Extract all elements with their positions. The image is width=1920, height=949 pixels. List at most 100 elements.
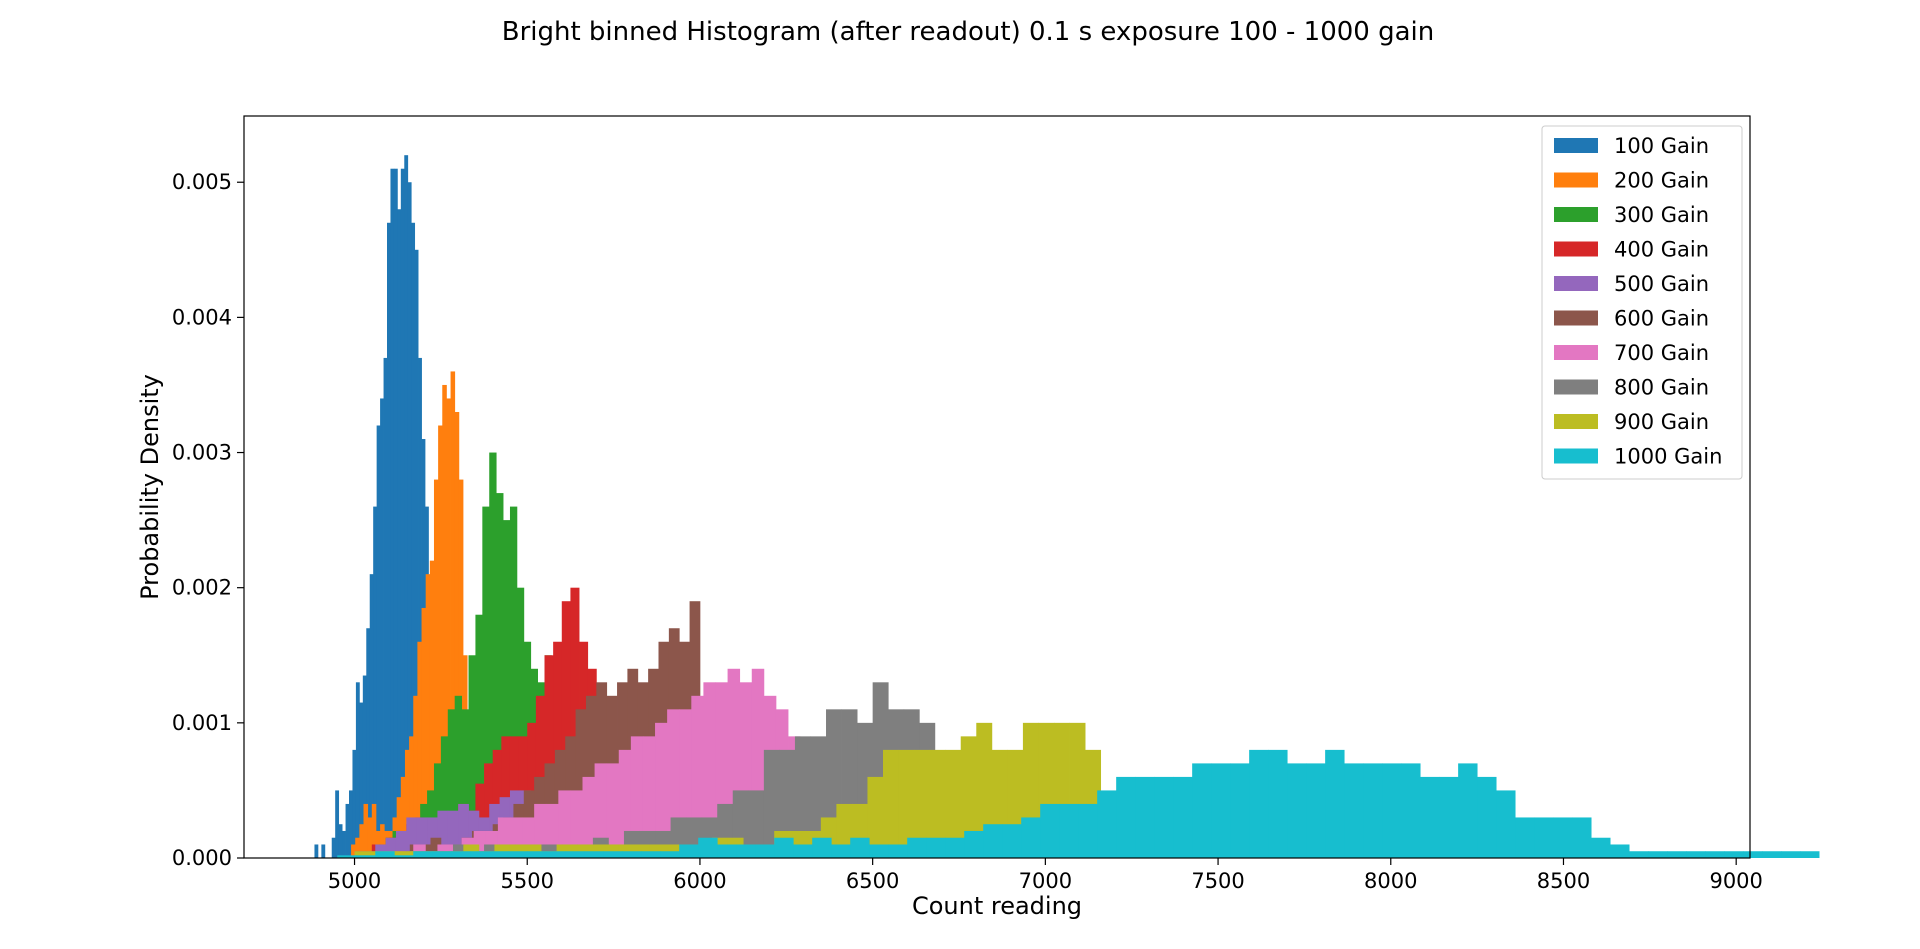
histogram-bar	[406, 817, 418, 858]
histogram-bar	[582, 776, 595, 858]
histogram-bar	[458, 479, 464, 858]
histogram-bar	[1477, 776, 1497, 858]
histogram-bar	[484, 763, 494, 858]
histogram-bar	[482, 506, 490, 858]
histogram-bars	[314, 155, 1820, 859]
histogram-bar	[1420, 776, 1440, 858]
histogram-bar	[440, 736, 449, 858]
x-tick-label: 9000	[1709, 869, 1762, 893]
histogram-bar	[736, 844, 756, 858]
histogram-bar	[1287, 763, 1307, 858]
legend-swatch	[1554, 138, 1598, 153]
histogram-bar	[1458, 763, 1478, 858]
histogram-bar	[1192, 763, 1212, 858]
histogram-bar	[400, 776, 406, 858]
histogram-bar	[418, 357, 422, 858]
histogram-bar	[1116, 776, 1136, 858]
histogram-bar	[1021, 817, 1041, 858]
y-tick-label: 0.004	[172, 305, 232, 329]
histogram-bar	[373, 506, 378, 858]
x-tick-label: 6000	[673, 869, 726, 893]
histogram-bar	[366, 628, 371, 858]
histogram-bar	[1135, 776, 1155, 858]
histogram-bar	[1591, 837, 1611, 858]
histogram-bar	[535, 695, 545, 858]
histogram-bar	[1534, 817, 1554, 858]
x-tick-label: 5500	[501, 869, 554, 893]
histogram-bar	[898, 749, 915, 858]
histogram-bar	[387, 222, 391, 858]
histogram-bar	[458, 803, 469, 858]
histogram-bar	[321, 844, 326, 858]
histogram-bar	[1439, 776, 1459, 858]
histogram-bar	[907, 837, 927, 858]
histogram-bar	[584, 851, 604, 858]
legend: 100 Gain 200 Gain 300 Gain 400 Gain 500 Gain…	[1541, 125, 1743, 480]
histogram-bar	[413, 851, 433, 858]
histogram-bar	[503, 520, 511, 858]
histogram-bar	[1154, 776, 1174, 858]
histogram-bar	[1363, 763, 1383, 858]
histogram-bar	[1610, 844, 1630, 858]
legend-swatch	[1554, 379, 1598, 395]
histogram-bar	[362, 675, 367, 858]
histogram-bar	[390, 168, 395, 858]
histogram-bar	[1515, 817, 1535, 858]
legend-swatch	[1554, 310, 1598, 326]
legend-label: 900 Gain	[1614, 410, 1709, 434]
histogram-bar	[1743, 851, 1763, 858]
histogram-bar	[603, 851, 623, 858]
histogram-bar	[421, 607, 427, 858]
legend-label: 500 Gain	[1614, 272, 1709, 296]
histogram-bar	[983, 824, 1003, 858]
histogram-bar	[351, 844, 356, 858]
histogram-bar	[642, 736, 656, 858]
histogram-bar	[1268, 749, 1288, 858]
histogram-bar	[1040, 803, 1060, 858]
histogram-bar	[703, 682, 716, 858]
histogram-bar	[416, 817, 428, 858]
series-10	[337, 749, 1820, 858]
histogram-bar	[508, 851, 528, 858]
histogram-bar	[558, 790, 571, 858]
histogram-bar	[1496, 790, 1516, 858]
histogram-bar	[359, 702, 364, 858]
histogram-bar	[641, 851, 661, 858]
histogram-bar	[432, 851, 452, 858]
histogram-bar	[1724, 851, 1744, 858]
histogram-bar	[929, 749, 946, 858]
histogram-bar	[575, 709, 587, 858]
histogram-bar	[335, 790, 340, 858]
histogram-bar	[660, 851, 680, 858]
legend-label: 400 Gain	[1614, 238, 1709, 262]
y-tick-label: 0.000	[172, 846, 232, 870]
histogram-bar	[394, 855, 414, 858]
legend-label: 700 Gain	[1614, 341, 1709, 365]
x-tick-label: 8000	[1364, 869, 1417, 893]
histogram-bar	[367, 817, 373, 858]
histogram-bar	[352, 749, 357, 858]
histogram-bar	[945, 837, 965, 858]
histogram-bar	[561, 601, 571, 858]
histogram-bar	[345, 803, 350, 858]
histogram-bar	[1230, 763, 1250, 858]
histogram-bar	[1686, 851, 1706, 858]
legend-label: 100 Gain	[1614, 134, 1709, 158]
histogram-bar	[407, 182, 412, 859]
histogram-bar	[606, 763, 620, 858]
histogram-bar	[964, 830, 984, 858]
histogram-bar	[470, 851, 490, 858]
histogram-bar	[447, 810, 459, 858]
histogram-bar	[433, 479, 439, 858]
histogram-bar	[679, 844, 699, 858]
histogram-bar	[544, 655, 554, 858]
histogram-bar	[1173, 776, 1193, 858]
histogram-bar	[429, 560, 435, 858]
legend-label: 200 Gain	[1614, 169, 1709, 193]
legend-label: 800 Gain	[1614, 376, 1709, 400]
x-tick-label: 5000	[328, 869, 381, 893]
histogram-bar	[509, 506, 518, 858]
histogram-bar	[717, 844, 737, 858]
legend-swatch	[1554, 448, 1598, 464]
